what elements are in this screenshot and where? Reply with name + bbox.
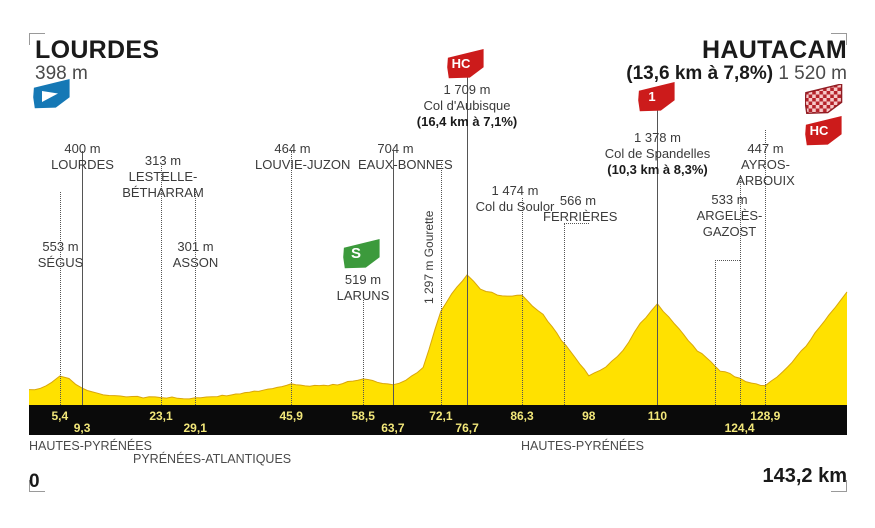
svg-text:HC: HC [452,56,471,71]
svg-text:HC: HC [810,123,829,138]
svg-text:1: 1 [648,89,655,104]
svg-text:S: S [351,245,361,262]
